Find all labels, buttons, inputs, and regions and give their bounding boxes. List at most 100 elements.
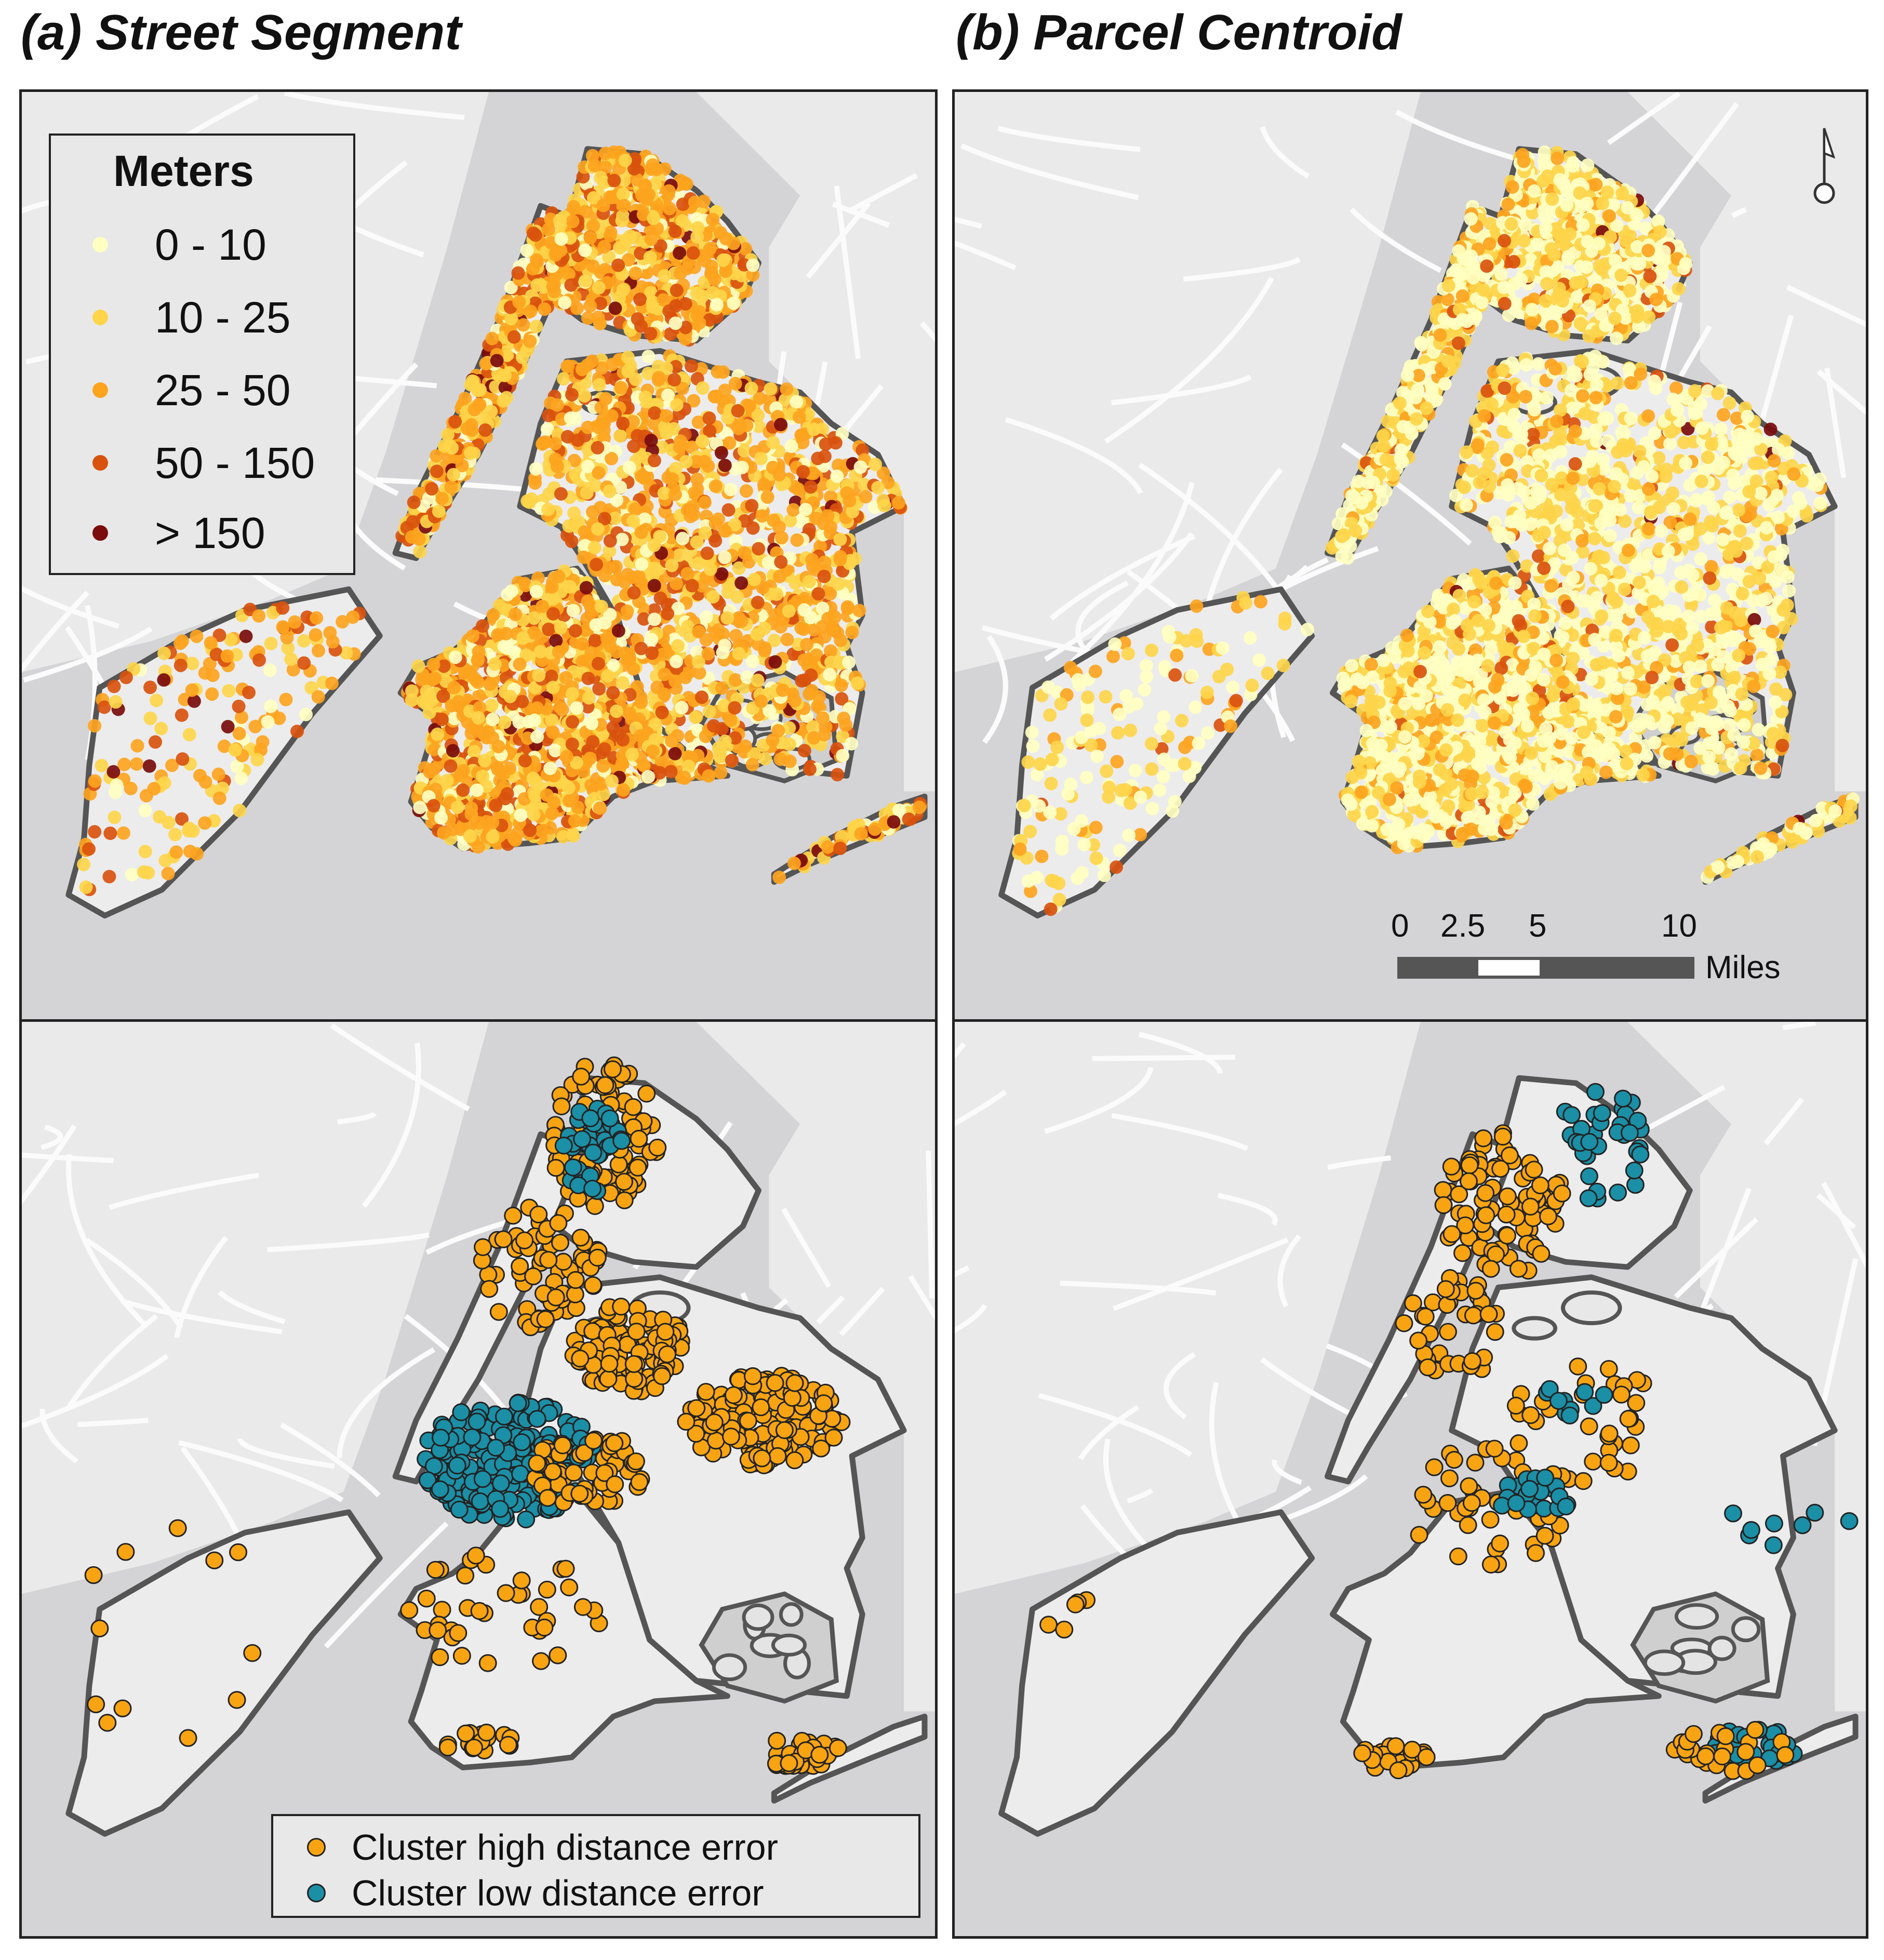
geocode-point — [514, 808, 528, 822]
geocode-point — [589, 618, 603, 632]
geocode-point — [406, 515, 420, 529]
geocode-point — [549, 743, 563, 757]
geocode-point — [1497, 281, 1511, 295]
road — [22, 198, 57, 214]
geocode-point — [776, 683, 790, 697]
road — [920, 321, 935, 342]
geocode-point — [106, 765, 121, 779]
road — [1786, 285, 1866, 327]
geocode-point — [272, 711, 286, 725]
geocode-point — [1405, 426, 1419, 441]
geocode-point — [760, 490, 774, 504]
geocode-point — [187, 694, 201, 708]
map-panel-parcel-centroid-error[interactable]: 0 2.5 5 10 Miles — [952, 89, 1868, 1022]
geocode-point — [702, 769, 716, 783]
geocode-point — [584, 646, 598, 660]
geocode-point — [558, 296, 572, 310]
geocode-point — [668, 746, 682, 761]
geocode-point — [88, 774, 102, 788]
geocode-point — [513, 657, 527, 671]
geocode-point — [645, 646, 659, 660]
geocode-point — [1437, 312, 1451, 326]
geocode-point — [276, 620, 290, 634]
geocode-point — [528, 228, 542, 242]
geocode-point — [746, 258, 760, 272]
geocode-point — [518, 579, 532, 593]
geocode-point — [644, 433, 658, 447]
geocode-point — [616, 676, 630, 690]
geocode-point — [498, 715, 512, 729]
geocode-point — [1615, 186, 1629, 201]
geocode-point — [463, 829, 477, 843]
geocode-point — [485, 331, 499, 345]
geocode-point — [662, 184, 676, 198]
geocode-point — [597, 239, 611, 254]
geocode-point — [709, 516, 723, 530]
geocode-point — [735, 460, 749, 474]
geocode-point — [753, 391, 767, 405]
geocode-point — [286, 663, 300, 677]
road — [1138, 462, 1285, 598]
road — [1044, 532, 1194, 662]
geocode-point — [290, 724, 304, 738]
geocode-point — [1531, 357, 1545, 371]
geocode-point — [596, 788, 610, 802]
geocode-point — [550, 398, 564, 412]
geocode-point — [698, 254, 712, 268]
geocode-point — [830, 469, 844, 483]
geocode-point — [509, 607, 523, 621]
geocode-point — [596, 198, 610, 212]
geocode-point — [638, 179, 652, 193]
geocode-point — [481, 725, 495, 739]
geocode-point — [646, 744, 660, 758]
geocode-point — [437, 659, 451, 673]
geocode-point — [1642, 310, 1656, 324]
geocode-point — [447, 681, 461, 695]
geocode-point — [677, 770, 691, 784]
geocode-point — [625, 748, 639, 762]
geocode-point — [871, 481, 885, 495]
geocode-point — [732, 561, 746, 575]
geocode-point — [108, 810, 122, 824]
map-panel-street-segment-error[interactable]: Meters 0 - 10 10 - 25 25 - 50 50 - 150 >… — [19, 89, 938, 1022]
geocode-point — [1581, 158, 1595, 172]
geocode-point — [613, 429, 627, 443]
geocode-point — [566, 829, 580, 843]
geocode-point — [588, 634, 602, 648]
geocode-point — [655, 705, 669, 719]
geocode-point — [1480, 259, 1494, 273]
geocode-point — [669, 655, 683, 669]
geocode-point — [545, 713, 559, 727]
geocode-point — [1614, 268, 1628, 282]
geocode-point — [1583, 299, 1597, 313]
geocode-point — [1594, 307, 1608, 321]
geocode-point — [714, 446, 728, 460]
geocode-point — [346, 610, 360, 624]
geocode-point — [1501, 197, 1515, 211]
geocode-point — [877, 499, 891, 513]
geocode-point — [598, 160, 612, 174]
geocode-point — [802, 523, 816, 537]
road — [1260, 126, 1310, 179]
geocode-point — [1540, 277, 1554, 291]
road — [849, 173, 918, 212]
geocode-point — [466, 670, 480, 684]
geocode-point — [846, 504, 860, 518]
geocode-point — [489, 798, 503, 812]
geocode-point — [97, 700, 111, 714]
geocode-point — [1573, 316, 1587, 330]
geocode-point — [684, 359, 698, 373]
geocode-point — [426, 798, 440, 812]
geocode-point — [453, 822, 467, 836]
geocode-point — [1545, 319, 1559, 334]
geocode-point — [718, 735, 732, 748]
geocode-point — [1545, 192, 1559, 206]
geocode-point — [1590, 591, 1604, 605]
geocode-point — [1347, 491, 1361, 505]
geocode-point — [88, 719, 102, 733]
geocode-point — [647, 211, 661, 225]
geocode-point — [690, 286, 704, 300]
geocode-point — [1460, 314, 1474, 328]
geocode-point — [1672, 282, 1686, 296]
geocode-point — [751, 673, 765, 687]
